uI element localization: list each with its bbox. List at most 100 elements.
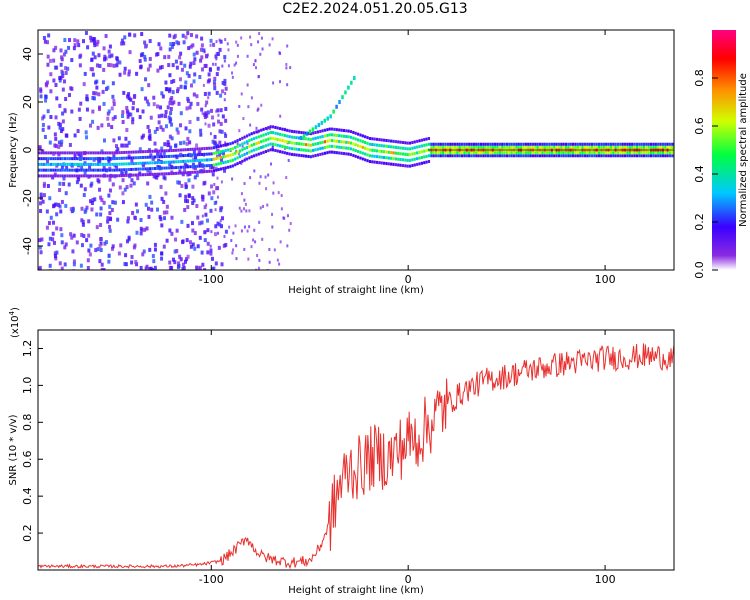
spectrogram-cell	[70, 109, 74, 114]
spectrogram-cell	[161, 127, 165, 132]
spectrogram-cell	[583, 154, 587, 158]
spectrogram-cell	[52, 157, 55, 161]
spectrogram-cell	[139, 167, 142, 171]
spectrogram-cell	[189, 44, 193, 49]
spectrogram-cell	[191, 153, 194, 157]
spectrogram-cell	[268, 247, 271, 251]
spectrogram-cell	[210, 152, 213, 156]
spectrogram-cell	[333, 139, 336, 143]
spectrogram-cell	[124, 136, 128, 141]
spectrogram-cell	[640, 151, 643, 155]
spectrogram-cell	[432, 145, 435, 149]
spectrogram-cell	[179, 51, 183, 56]
spectrogram-cell	[47, 168, 50, 172]
spectrogram-cell	[397, 151, 400, 155]
spectrogram-cell	[328, 144, 331, 148]
spectrogram-cell	[553, 151, 556, 155]
spectrogram-cell	[49, 162, 53, 166]
spectrogram-cell	[231, 71, 234, 75]
spectrogram-cell	[631, 142, 634, 146]
spectrogram-cell	[491, 154, 494, 158]
spectrogram-cell	[316, 136, 320, 140]
spectrogram-cell	[209, 208, 213, 213]
spectrogram-cell	[541, 142, 544, 146]
spectrogram-cell	[256, 130, 259, 134]
spectrogram-cell	[182, 140, 186, 145]
spectrogram-cell	[186, 99, 190, 104]
spectrogram-cell	[323, 134, 327, 138]
x-tick-label: 100	[595, 573, 616, 586]
spectrogram-cell	[189, 101, 193, 106]
spectrogram-cell	[508, 154, 511, 158]
spectrogram-cell	[223, 81, 227, 86]
spectrogram-cell	[257, 40, 260, 44]
spectrogram-cell	[160, 155, 164, 159]
spectrogram-cell	[183, 162, 187, 167]
spectrogram-cell	[503, 151, 506, 155]
spectrogram-cell	[406, 153, 409, 157]
spectrogram-cell	[600, 142, 603, 146]
spectrogram-cell	[623, 142, 627, 146]
spectrogram-cell	[550, 145, 553, 149]
spectrogram-cell	[430, 151, 433, 155]
spectrogram-cell	[127, 235, 131, 240]
spectrogram-cell	[264, 132, 268, 136]
spectrogram-cell	[85, 135, 89, 140]
spectrogram-cell	[271, 136, 275, 140]
spectrogram-cell	[527, 142, 530, 146]
spectrogram-cell	[217, 245, 221, 250]
spectrogram-cell	[192, 198, 196, 203]
spectrogram-cell	[42, 157, 45, 161]
spectrogram-cell	[311, 127, 315, 132]
spectrogram-cell	[109, 63, 113, 68]
spectrogram-cell	[288, 152, 291, 156]
spectrogram-cell	[113, 168, 116, 172]
spectrogram-cell	[144, 77, 148, 82]
spectrogram-cell	[91, 109, 95, 114]
spectrogram-cell	[61, 157, 64, 161]
spectrogram-cell	[172, 171, 175, 175]
spectrogram-cell	[66, 162, 69, 166]
spectrogram-cell	[458, 145, 461, 149]
spectrogram-cell	[628, 151, 631, 155]
spectrogram-cell	[437, 151, 440, 155]
spectrogram-cell	[160, 251, 164, 256]
spectrogram-cell	[141, 161, 145, 165]
spectrogram-cell	[118, 151, 121, 155]
spectrogram-cell	[149, 155, 152, 159]
spectrogram-cell	[664, 145, 667, 149]
spectrogram-cell	[621, 145, 624, 149]
spectrogram-cell	[265, 187, 268, 191]
spectrogram-cell	[209, 43, 212, 47]
spectrogram-cell	[71, 168, 74, 172]
spectrogram-cell	[326, 145, 329, 149]
spectrogram-cell	[60, 139, 64, 144]
spectrogram-cell	[60, 199, 64, 204]
spectrogram-cell	[99, 248, 103, 253]
spectrogram-cell	[332, 109, 335, 114]
spectrogram-cell	[244, 202, 247, 206]
spectrogram-cell	[131, 117, 135, 122]
spectrogram-cell	[163, 142, 167, 147]
spectrogram-cell	[477, 154, 480, 158]
spectrogram-cell	[167, 149, 171, 153]
spectrogram-cell	[89, 157, 93, 161]
spectrogram-cell	[645, 151, 648, 155]
spectrogram-cell	[460, 154, 464, 158]
spectrogram-cell	[146, 173, 149, 177]
spectrogram-cell	[159, 152, 163, 157]
spectrogram-cell	[260, 103, 263, 107]
spectrogram-cell	[102, 165, 106, 170]
spectrogram-cell	[246, 54, 249, 58]
spectrogram-cell	[134, 167, 138, 171]
spectrogram-cell	[607, 142, 610, 146]
spectrogram-cell	[576, 142, 579, 146]
spectrogram-cell	[252, 238, 255, 242]
spectrogram-cell	[218, 222, 222, 227]
spectrogram-cell	[181, 33, 185, 38]
spectrogram-cell	[117, 251, 121, 256]
spectrogram-cell	[212, 62, 215, 66]
spectrogram-cell	[224, 143, 227, 147]
spectrogram-cell	[664, 154, 667, 158]
spectrogram-cell	[48, 196, 52, 201]
